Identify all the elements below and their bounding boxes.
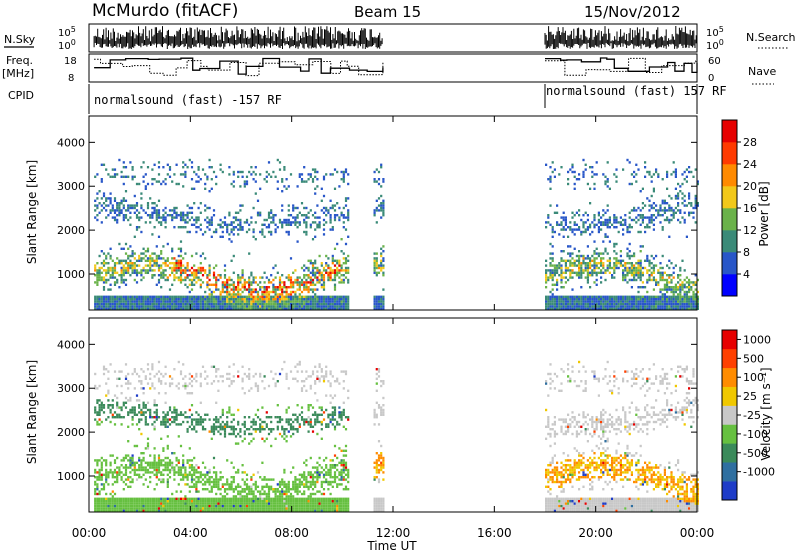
colorbar-tick-label: 8 [743, 246, 750, 259]
nave-trace-0 [94, 58, 384, 77]
nsky-tick-top: 105 [58, 25, 76, 39]
plot-background [89, 318, 697, 512]
x-tick-label: 00:00 [680, 526, 715, 540]
nsearch-tick-bottom: 100 [706, 38, 724, 52]
cpid-label: CPID [8, 89, 34, 102]
colorbar-swatch [722, 367, 737, 387]
station-title: McMurdo (fitACF) [92, 1, 238, 21]
beam-title: Beam 15 [354, 3, 421, 21]
y-tick-label: 3000 [57, 180, 85, 193]
y-tick-label: 3000 [57, 382, 85, 395]
y-tick-label: 1000 [57, 268, 85, 281]
freq-tick-bottom: 8 [68, 73, 74, 84]
colorbar-swatch [722, 443, 737, 463]
colorbar-swatch [722, 274, 737, 297]
colorbar-tick-label: -25 [743, 409, 761, 422]
nave-label: Nave [748, 65, 776, 78]
colorbar-tick-label: 12 [743, 224, 757, 237]
summary-strips [88, 23, 698, 114]
velocity-colorbar: 1000 500 100 25 -25 -100 -500 -1000 [721, 329, 775, 501]
colorbar-tick-label: 16 [743, 202, 757, 215]
x-tick-label: 08:00 [274, 526, 309, 540]
power-ylabel: Slant Range [km] [25, 160, 39, 264]
velocity-ylabel: Slant Range [km] [25, 360, 39, 464]
colorbar-swatch [722, 230, 737, 253]
nsky-trace-1 [544, 26, 697, 49]
nsearch-tick-top: 105 [706, 25, 724, 39]
echo-cells [94, 158, 699, 310]
power-colorbar-label: Power [dB] [757, 181, 771, 246]
colorbar-swatch [722, 142, 737, 165]
x-tick-label: 16:00 [477, 526, 512, 540]
x-tick-labels: 00:00 04:00 08:00 12:00 16:00 20:00 00:00 [72, 526, 715, 540]
colorbar-tick-label: 20 [743, 180, 757, 193]
freq-unit-label: [MHz] [2, 67, 34, 80]
nave-trace-1 [545, 57, 698, 76]
x-tick-label: 20:00 [578, 526, 613, 540]
colorbar-tick-label: -1000 [743, 466, 775, 479]
y-tick-label: 4000 [57, 136, 85, 149]
cpid-segment-2: normalsound (fast) 157 RF [546, 84, 727, 98]
colorbar-swatch [722, 186, 737, 209]
nsky-strip-frame [88, 23, 698, 53]
colorbar-swatch [722, 424, 737, 444]
colorbar-tick-label: 500 [743, 352, 764, 365]
colorbar-swatch [722, 330, 737, 350]
colorbar-tick-label: 25 [743, 390, 757, 403]
colorbar-tick-label: 100 [743, 371, 764, 384]
nsky-trace-0 [93, 26, 383, 49]
colorbar-tick-label: 4 [743, 268, 750, 281]
x-tick-label: 12:00 [376, 526, 411, 540]
freq-trace-1 [545, 57, 698, 74]
colorbar-swatch [722, 481, 737, 501]
x-axis-label: Time UT [366, 539, 417, 553]
freq-tick-top: 18 [64, 56, 77, 67]
nsky-label: N.Sky [4, 33, 36, 46]
colorbar-tick-label: -500 [743, 447, 768, 460]
nave-tick-top: 60 [708, 56, 721, 67]
colorbar-swatch [722, 208, 737, 231]
nsky-tick-bottom: 100 [58, 38, 76, 52]
y-tick-label: 4000 [57, 338, 85, 351]
velocity-panel: 1000 2000 3000 4000 [57, 317, 699, 513]
x-tick-label: 00:00 [72, 526, 107, 540]
freq-label: Freq. [6, 54, 33, 67]
y-tick-label: 1000 [57, 470, 85, 483]
y-tick-label: 2000 [57, 426, 85, 439]
colorbar-tick-label: 1000 [743, 333, 771, 346]
colorbar-swatch [722, 348, 737, 369]
colorbar-swatch [722, 386, 737, 406]
power-colorbar: 4 8 12 16 20 24 28 [721, 119, 757, 297]
x-tick-label: 04:00 [173, 526, 208, 540]
colorbar-swatch [722, 405, 737, 425]
nave-tick-bottom: 0 [708, 73, 714, 84]
colorbar-swatch [722, 252, 737, 275]
power-panel: 1000 2000 3000 4000 [57, 115, 699, 311]
cpid-segment-1: normalsound (fast) -157 RF [94, 93, 282, 107]
colorbar-swatch [722, 120, 737, 143]
echo-cells [94, 360, 699, 512]
y-tick-label: 2000 [57, 224, 85, 237]
colorbar-tick-label: 28 [743, 136, 757, 149]
cpid-strip: normalsound (fast) -157 RF normalsound (… [94, 84, 727, 107]
nsearch-label: N.Search [746, 31, 796, 44]
colorbar-tick-label: -100 [743, 428, 768, 441]
colorbar-swatch [722, 164, 737, 187]
colorbar-swatch [722, 462, 737, 482]
colorbar-tick-label: 24 [743, 158, 757, 171]
velocity-colorbar-label: Velocity [m s⁻¹] [759, 367, 773, 460]
freq-trace-0 [94, 57, 384, 75]
date-title: 15/Nov/2012 [584, 3, 681, 21]
